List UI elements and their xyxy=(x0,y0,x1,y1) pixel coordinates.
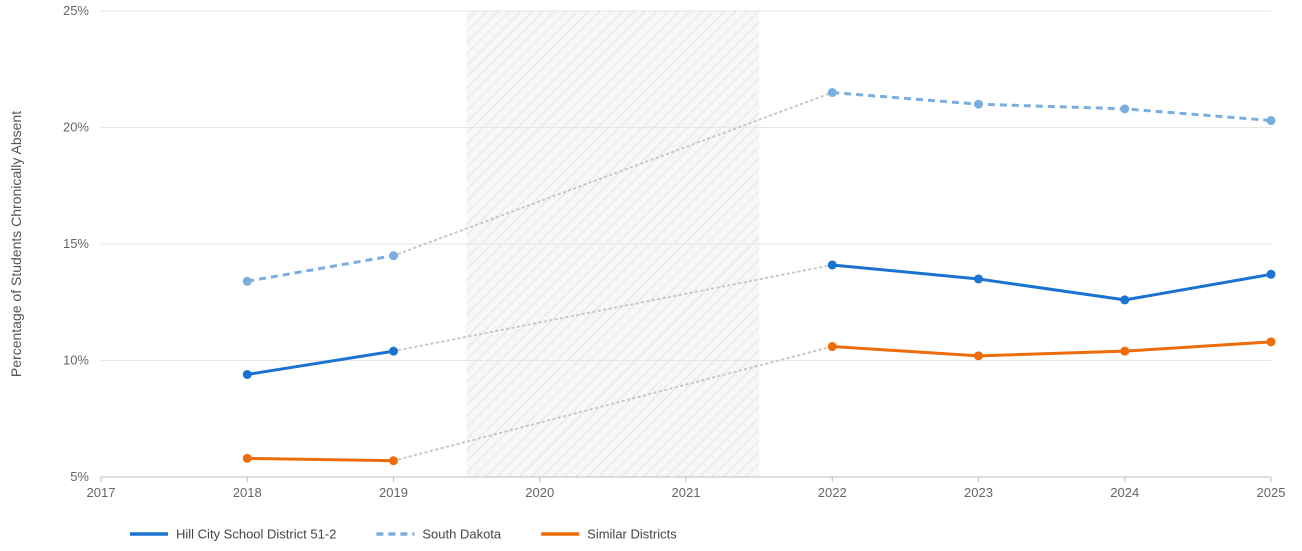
series-line xyxy=(246,254,394,283)
y-axis-title: Percentage of Students Chronically Absen… xyxy=(8,111,24,377)
gap-connector xyxy=(392,345,834,462)
x-tick-label: 2025 xyxy=(1257,485,1286,500)
x-tick-label: 2021 xyxy=(672,485,701,500)
data-point[interactable] xyxy=(389,346,398,356)
y-tick-label: 15% xyxy=(63,236,89,251)
data-point[interactable] xyxy=(1120,346,1130,356)
legend-item-0[interactable]: Hill City School District 51-2 xyxy=(130,527,336,542)
data-point[interactable] xyxy=(827,342,837,352)
y-tick-label: 10% xyxy=(63,353,89,368)
x-tick-label: 2019 xyxy=(379,485,408,500)
data-point[interactable] xyxy=(1266,269,1276,279)
legend-label: Similar Districts xyxy=(587,527,677,542)
legend-item-2[interactable]: Similar Districts xyxy=(541,527,677,542)
series-0 xyxy=(242,260,1276,379)
data-point[interactable] xyxy=(242,276,252,286)
data-point[interactable] xyxy=(1266,116,1276,126)
data-point[interactable] xyxy=(389,456,398,466)
gap-connector xyxy=(392,91,834,257)
series-line xyxy=(247,349,394,376)
y-tick-label: 5% xyxy=(70,469,89,484)
x-tick-label: 2022 xyxy=(818,485,847,500)
x-tick-label: 2017 xyxy=(87,485,116,500)
x-tick-label: 2023 xyxy=(964,485,993,500)
data-point[interactable] xyxy=(389,251,398,261)
series-1 xyxy=(242,88,1276,286)
x-tick-label: 2020 xyxy=(525,485,554,500)
x-tick-label: 2024 xyxy=(1110,485,1139,500)
data-point[interactable] xyxy=(974,99,983,109)
legend-item-1[interactable]: South Dakota xyxy=(376,527,502,542)
y-tick-label: 20% xyxy=(63,120,89,135)
data-point[interactable] xyxy=(242,369,252,379)
legend-label: South Dakota xyxy=(422,527,502,542)
series-line xyxy=(832,91,1272,123)
y-tick-label: 25% xyxy=(63,3,89,18)
data-point[interactable] xyxy=(974,351,983,361)
series-line xyxy=(247,456,394,463)
data-point[interactable] xyxy=(242,453,252,463)
data-point[interactable] xyxy=(827,88,837,98)
data-point[interactable] xyxy=(1120,104,1130,114)
data-point[interactable] xyxy=(827,260,837,270)
data-point[interactable] xyxy=(974,274,983,284)
series-line xyxy=(832,263,1272,302)
data-point[interactable] xyxy=(1266,337,1276,347)
x-tick-label: 2018 xyxy=(233,485,262,500)
legend-label: Hill City School District 51-2 xyxy=(176,527,336,542)
series-line xyxy=(832,340,1272,358)
data-point[interactable] xyxy=(1120,295,1130,305)
series-2 xyxy=(242,337,1276,466)
